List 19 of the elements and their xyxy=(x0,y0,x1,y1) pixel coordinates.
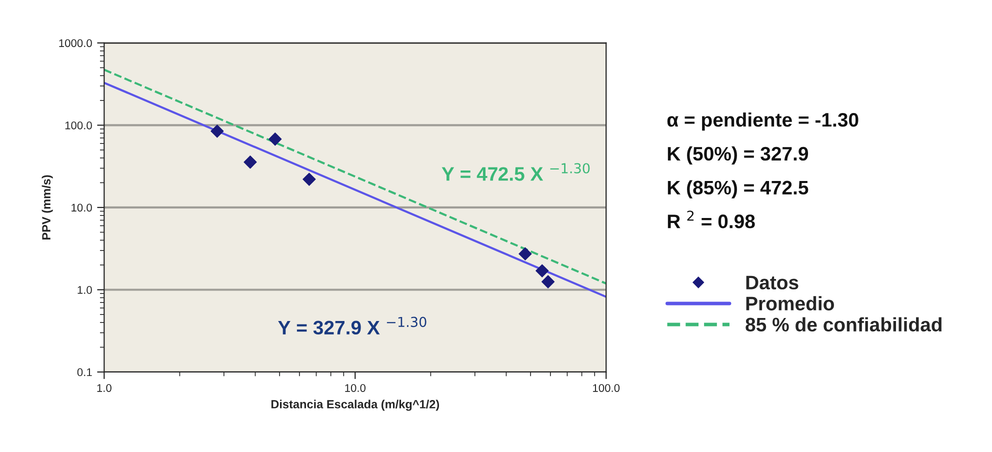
x-tick-label: 10.0 xyxy=(345,384,366,392)
legend-label: Promedio xyxy=(746,296,834,310)
text: R $^{2}$ = 0.98 xyxy=(668,210,755,228)
text: K (85%) = 472.5 xyxy=(668,180,808,198)
legend-label: Datos xyxy=(746,276,798,290)
text: α = pendiente = -1.30 xyxy=(667,112,858,131)
text: K (50%) = 327.9 xyxy=(668,146,808,164)
y-tick-label: 10.0 xyxy=(72,204,92,212)
y-tick-label: 1.0 xyxy=(78,286,92,294)
y-tick-label: 1000.0 xyxy=(59,39,92,48)
x-tick-label: 1.0 xyxy=(97,384,112,392)
y-tick-label: 100.0 xyxy=(65,121,92,130)
legend-label: 85 % de confiabilidad xyxy=(746,317,942,332)
annotation: Y = 472.5 X $^{−1.30}$ xyxy=(442,163,590,181)
y-axis-title: PPV (mm/s) xyxy=(42,175,53,240)
x-tick-label: 100.0 xyxy=(593,384,620,392)
x-axis-title: Distancia Escalada (m/kg^1/2) xyxy=(271,400,440,411)
y-tick-label: 0.1 xyxy=(77,368,92,376)
annotation: Y = 327.9 X $^{−1.30}$ xyxy=(278,316,426,335)
